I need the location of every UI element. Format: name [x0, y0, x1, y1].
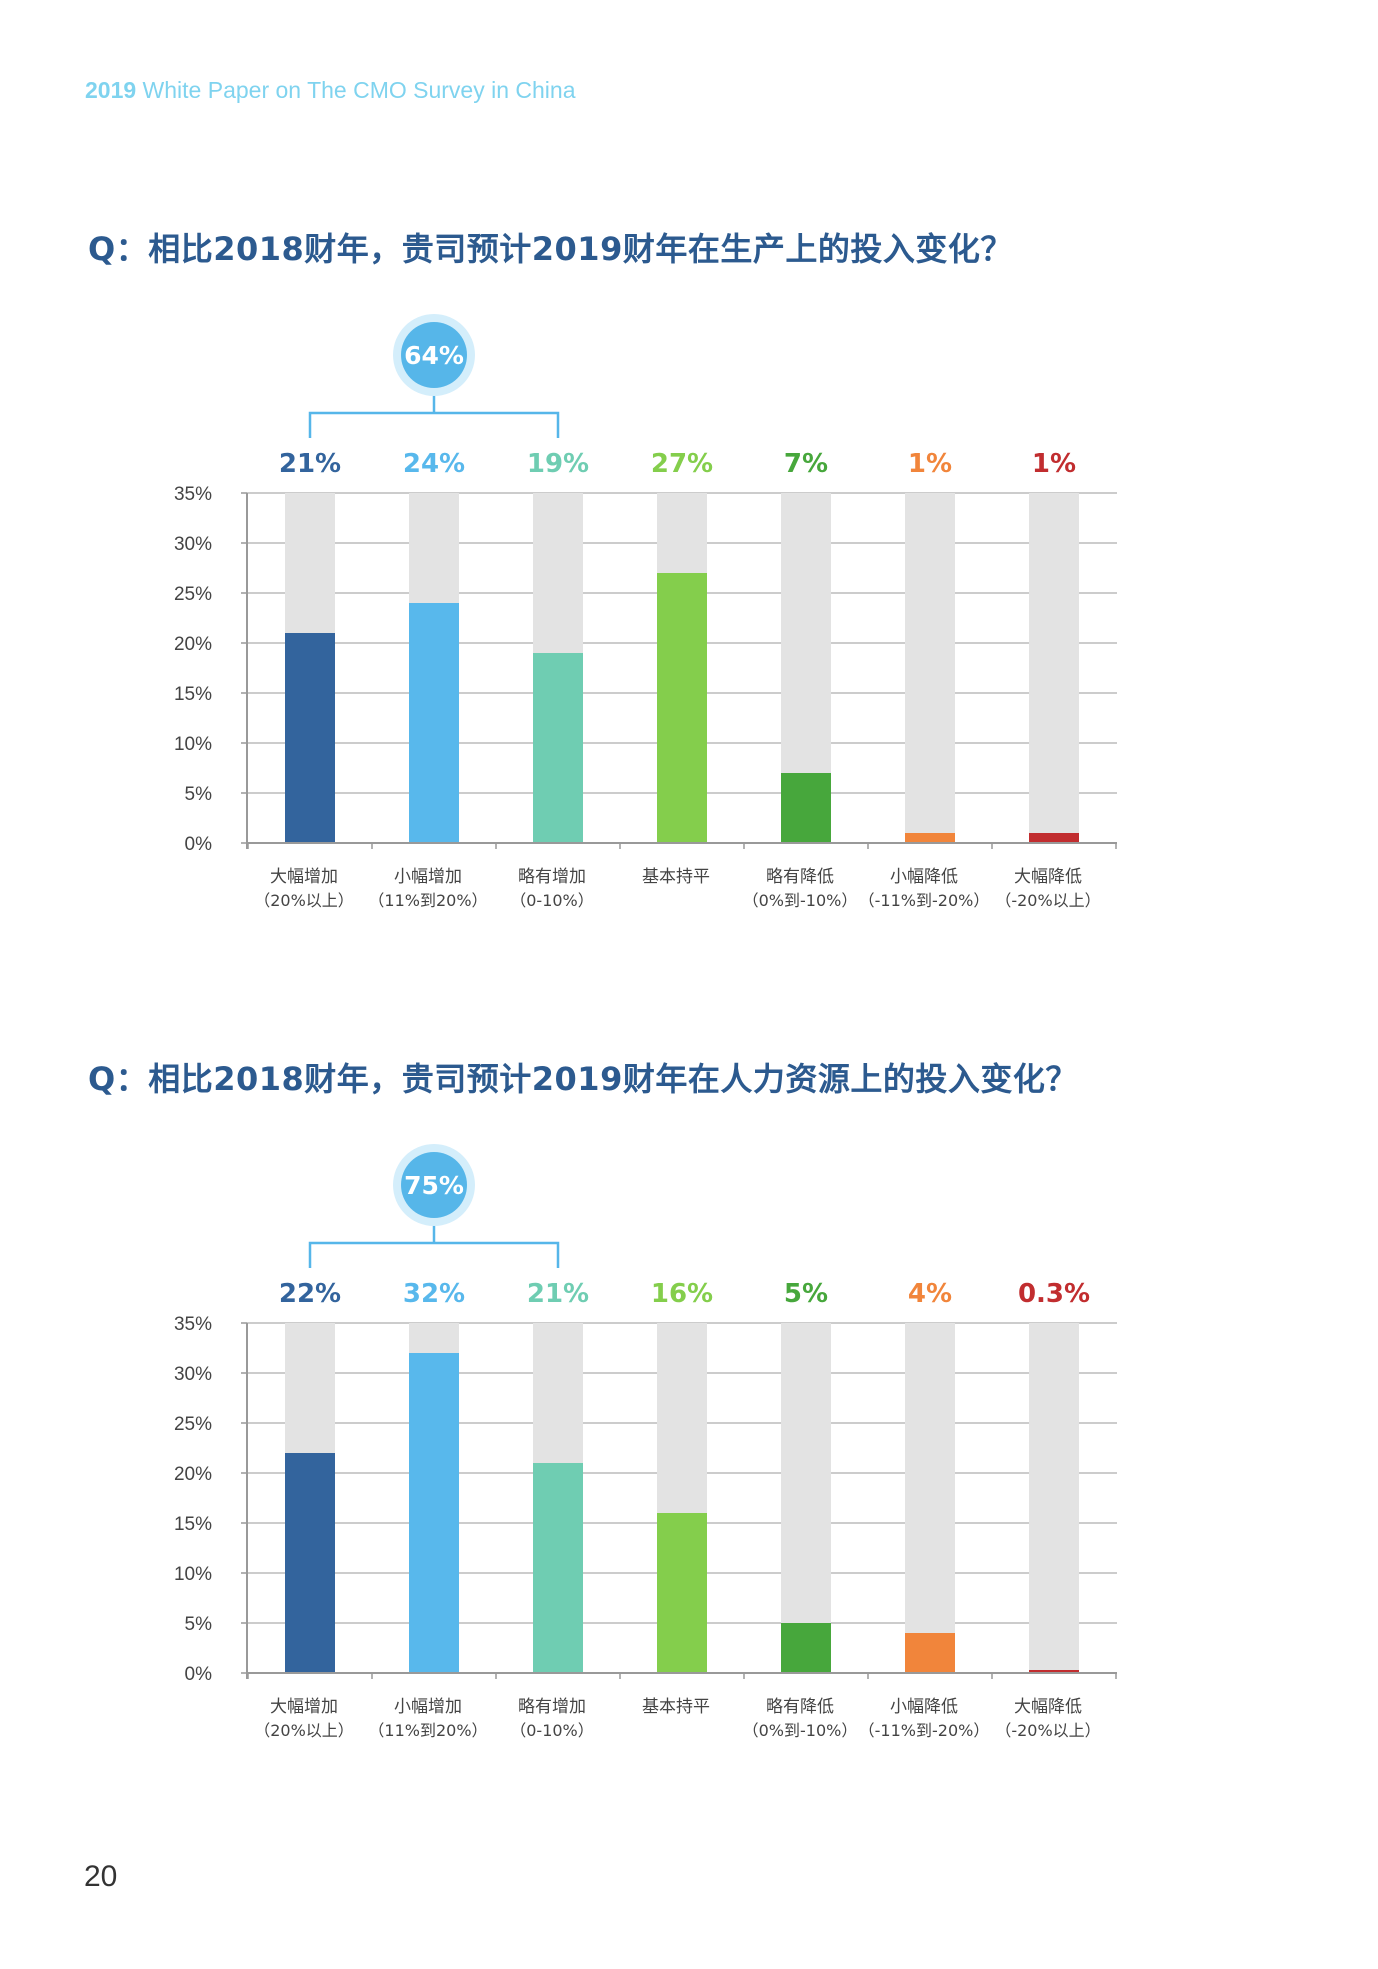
value-label: 21%: [527, 1279, 589, 1309]
category-label: 小幅增加: [394, 867, 462, 887]
y-tick-label: 35%: [174, 484, 212, 505]
bar: [781, 773, 831, 843]
bar: [533, 1463, 583, 1673]
y-tick-label: 20%: [174, 1464, 212, 1485]
value-label: 22%: [279, 1279, 341, 1309]
y-tick-label: 0%: [185, 834, 213, 855]
category-label: 略有降低: [766, 867, 834, 887]
bar: [657, 573, 707, 843]
category-sublabel: （-20%以上）: [995, 891, 1100, 910]
category-sublabel: （-11%到-20%）: [859, 1721, 990, 1740]
hr-investment-chart-svg: 0% 5% 10% 15% 20% 25% 30% 35% 22% 32% 21% 16% 5% 4% 0.…: [174, 1144, 1117, 1740]
bar: [1029, 833, 1079, 843]
bar: [285, 1453, 335, 1673]
y-tick-label: 10%: [174, 734, 212, 755]
bar: [657, 1513, 707, 1673]
group-bracket: [308, 411, 560, 438]
value-label: 21%: [279, 449, 341, 479]
category-label: 略有增加: [518, 867, 586, 887]
bar: [781, 1623, 831, 1673]
value-label: 1%: [908, 449, 952, 479]
value-label: 7%: [784, 449, 828, 479]
bar: [905, 833, 955, 843]
value-label: 32%: [403, 1279, 465, 1309]
bar-track: [781, 1323, 831, 1673]
y-tick-label: 30%: [174, 534, 212, 555]
value-label: 1%: [1032, 449, 1076, 479]
category-label: 大幅增加: [270, 867, 338, 887]
category-label: 大幅降低: [1014, 867, 1082, 887]
header-title: White Paper on The CMO Survey in China: [136, 77, 576, 103]
y-tick-label: 20%: [174, 634, 212, 655]
category-label: 大幅增加: [270, 1697, 338, 1717]
category-label: 小幅降低: [890, 867, 958, 887]
production-investment-chart: 0% 5% 10% 15% 20% 25% 30% 35% 21% 24% 19% 27% 7% 1% 1%…: [0, 300, 1378, 940]
y-tick-label: 15%: [174, 684, 212, 705]
category-label: 小幅增加: [394, 1697, 462, 1717]
group-total-label: 75%: [404, 1171, 464, 1200]
value-label: 19%: [527, 449, 589, 479]
category-label: 略有降低: [766, 1697, 834, 1717]
chart-2-question: Q：相比2018财年，贵司预计2019财年在人力资源上的投入变化？: [88, 1060, 1078, 1098]
bar-track: [1029, 493, 1079, 843]
page-number: 20: [84, 1860, 118, 1893]
category-label: 略有增加: [518, 1697, 586, 1717]
running-header: 2019 White Paper on The CMO Survey in Ch…: [85, 77, 576, 104]
bar: [409, 603, 459, 843]
y-tick-label: 10%: [174, 1564, 212, 1585]
value-label: 24%: [403, 449, 465, 479]
y-tick-label: 35%: [174, 1314, 212, 1335]
bar-track: [905, 493, 955, 843]
value-label: 16%: [651, 1279, 713, 1309]
group-bracket: [308, 1241, 560, 1268]
bar: [905, 1633, 955, 1673]
value-label: 4%: [908, 1279, 952, 1309]
category-sublabel: （-11%到-20%）: [859, 891, 990, 910]
value-label: 5%: [784, 1279, 828, 1309]
group-total-label: 64%: [404, 341, 464, 370]
y-tick-label: 25%: [174, 584, 212, 605]
category-sublabel: （11%到20%）: [368, 1721, 487, 1740]
group-bubble: [401, 1152, 467, 1218]
category-sublabel: （11%到20%）: [368, 891, 487, 910]
bar-track: [1029, 1323, 1079, 1673]
production-investment-chart-svg: 0% 5% 10% 15% 20% 25% 30% 35% 21% 24% 19% 27% 7% 1% 1%…: [174, 314, 1117, 910]
bar: [285, 633, 335, 843]
chart-1-question: Q：相比2018财年，贵司预计2019财年在生产上的投入变化？: [88, 230, 1013, 268]
y-tick-label: 5%: [185, 1614, 213, 1635]
hr-investment-chart: 0% 5% 10% 15% 20% 25% 30% 35% 22% 32% 21% 16% 5% 4% 0.…: [0, 1130, 1378, 1770]
category-sublabel: （0%到-10%）: [743, 891, 858, 910]
category-sublabel: （-20%以上）: [995, 1721, 1100, 1740]
y-tick-label: 15%: [174, 1514, 212, 1535]
header-year: 2019: [85, 77, 137, 103]
bar: [1029, 1670, 1079, 1673]
group-bubble: [401, 322, 467, 388]
category-sublabel: （0%到-10%）: [743, 1721, 858, 1740]
y-tick-label: 0%: [185, 1664, 213, 1685]
bar: [409, 1353, 459, 1673]
category-sublabel: （0-10%）: [510, 891, 594, 910]
bar: [533, 653, 583, 843]
y-tick-label: 30%: [174, 1364, 212, 1385]
value-label: 0.3%: [1018, 1279, 1090, 1309]
y-tick-label: 5%: [185, 784, 213, 805]
category-label: 基本持平: [642, 1697, 710, 1717]
value-label: 27%: [651, 449, 713, 479]
category-label: 基本持平: [642, 867, 710, 887]
category-sublabel: （20%以上）: [254, 1721, 354, 1740]
category-label: 小幅降低: [890, 1697, 958, 1717]
category-sublabel: （20%以上）: [254, 891, 354, 910]
category-label: 大幅降低: [1014, 1697, 1082, 1717]
y-tick-label: 25%: [174, 1414, 212, 1435]
bar-track: [905, 1323, 955, 1673]
category-sublabel: （0-10%）: [510, 1721, 594, 1740]
